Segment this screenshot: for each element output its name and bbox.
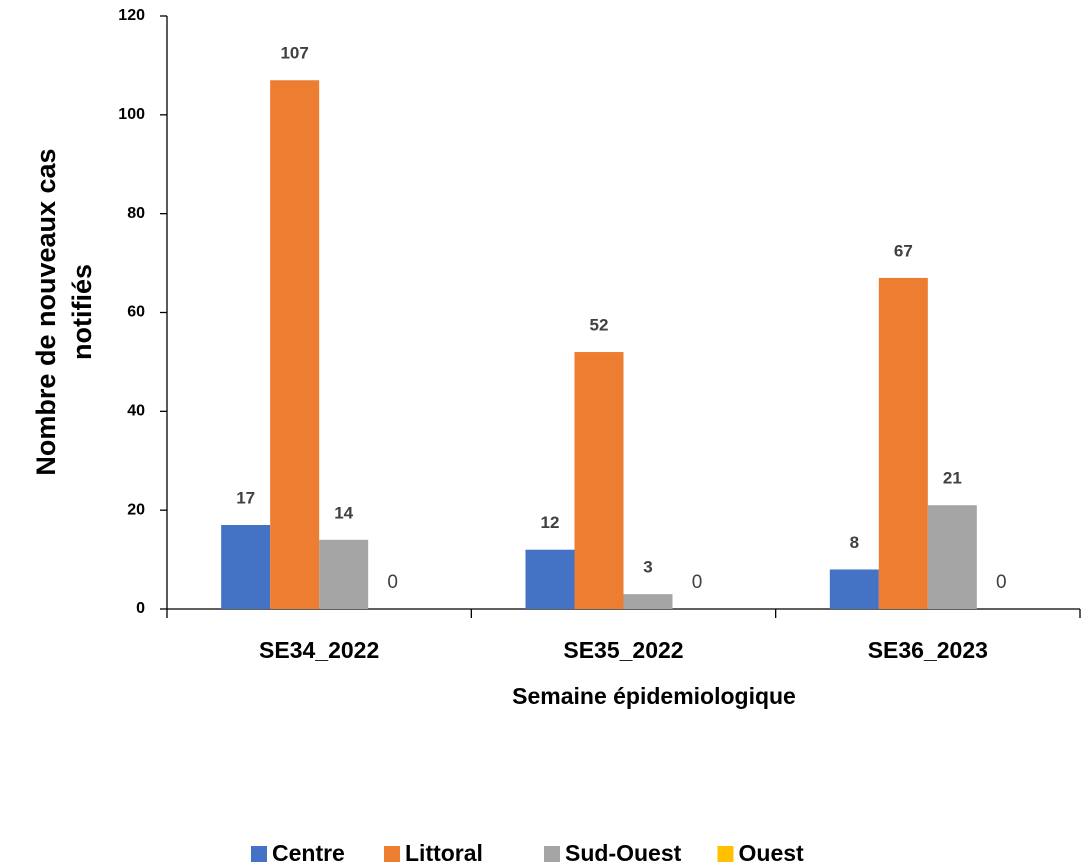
data-label: 17 xyxy=(236,488,255,507)
y-tick-label: 100 xyxy=(118,106,145,123)
data-label: 52 xyxy=(590,316,609,335)
legend-swatch xyxy=(384,846,400,862)
bar xyxy=(525,549,575,609)
y-tick-label: 60 xyxy=(127,304,145,321)
x-tick-label: SE36_2023 xyxy=(868,637,988,663)
legend-swatch xyxy=(717,846,734,862)
bar xyxy=(829,569,879,609)
y-axis-title: notifiés xyxy=(67,264,97,360)
data-label: 107 xyxy=(280,44,308,63)
bar xyxy=(623,594,673,609)
legend-label: Sud-Ouest xyxy=(565,840,682,866)
legend-label: Littoral xyxy=(405,840,483,866)
bar xyxy=(927,505,977,609)
data-label: 0 xyxy=(996,572,1007,593)
y-tick-label: 20 xyxy=(127,501,145,518)
bar xyxy=(878,277,928,609)
bar xyxy=(270,80,320,609)
bar xyxy=(574,352,624,609)
data-label: 0 xyxy=(387,572,398,593)
y-tick-label: 40 xyxy=(127,403,145,420)
legend-swatch xyxy=(544,846,560,862)
bar xyxy=(221,524,271,609)
y-axis-title: Nombre de nouveaux cas xyxy=(31,148,61,475)
data-label: 14 xyxy=(334,503,353,522)
y-tick-label: 80 xyxy=(127,205,145,222)
data-label: 0 xyxy=(692,572,703,593)
data-label: 67 xyxy=(894,241,913,260)
x-tick-label: SE35_2022 xyxy=(563,637,683,663)
y-tick-label: 120 xyxy=(118,7,145,24)
x-tick-label: SE34_2022 xyxy=(259,637,379,663)
data-label: 21 xyxy=(943,469,962,488)
data-label: 3 xyxy=(643,558,652,577)
x-axis-title: Semaine épidemiologique xyxy=(512,683,796,709)
legend-label: Centre xyxy=(272,840,345,866)
data-label: 8 xyxy=(850,533,859,552)
y-tick-label: 0 xyxy=(136,600,145,617)
legend-label: Ouest xyxy=(739,840,805,866)
bar xyxy=(319,539,369,609)
data-label: 12 xyxy=(541,513,560,532)
legend-swatch xyxy=(251,846,267,862)
